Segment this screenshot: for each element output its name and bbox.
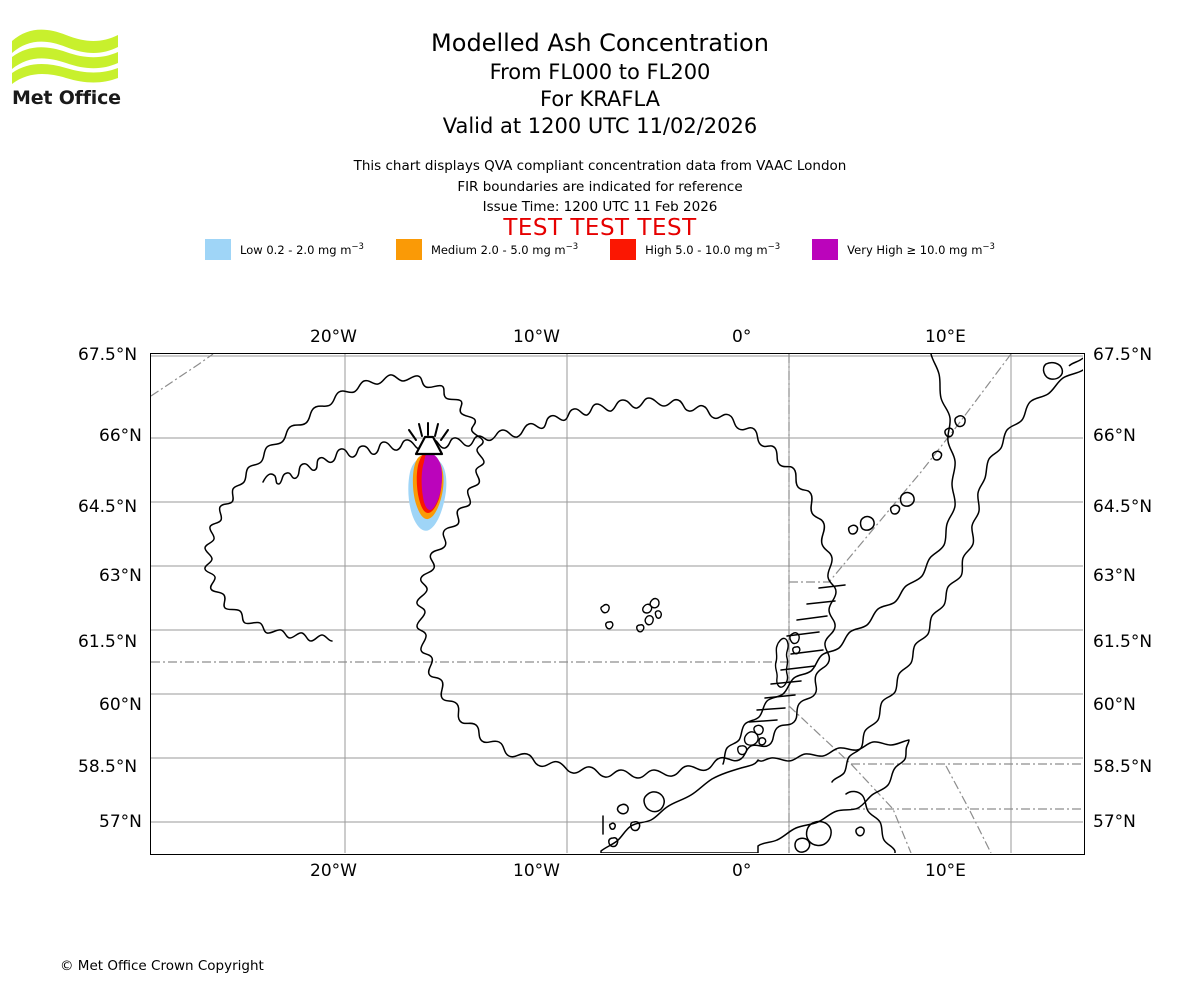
- volcano-cone: [414, 435, 444, 456]
- ytick-right-1: 58.5°N: [1093, 757, 1153, 777]
- ytick-right-7: 67.5°N: [1093, 345, 1153, 365]
- ytick-left-4: 63°N: [99, 566, 142, 586]
- legend-item-low: Low 0.2 - 2.0 mg m−3: [205, 239, 364, 260]
- test-banner: TEST TEST TEST: [503, 215, 697, 241]
- ytick-left-3: 61.5°N: [78, 632, 138, 652]
- ytick-left-1: 58.5°N: [78, 757, 138, 777]
- xtick-top-3: 10°E: [925, 327, 966, 347]
- ytick-right-5: 64.5°N: [1093, 497, 1153, 517]
- coastline-scandinavia: [722, 354, 1083, 853]
- ytick-right-6: 66°N: [1093, 426, 1136, 446]
- legend-label-very-high: Very High ≥ 10.0 mg m−3: [847, 242, 995, 257]
- xtick-bot-2: 0°: [732, 861, 752, 881]
- met-office-waves-icon: [12, 29, 118, 84]
- ytick-left-0: 57°N: [99, 812, 142, 832]
- coastline-northeast-corner: [1068, 357, 1083, 367]
- title-valid-time: Valid at 1200 UTC 11/02/2026: [442, 114, 758, 138]
- xtick-top-2: 0°: [732, 327, 752, 347]
- concentration-legend: Low 0.2 - 2.0 mg m−3 Medium 2.0 - 5.0 mg…: [0, 239, 1200, 260]
- legend-item-medium: Medium 2.0 - 5.0 mg m−3: [395, 239, 579, 260]
- legend-swatch-low: [205, 239, 232, 260]
- map-plot-area: [150, 353, 1085, 855]
- subtitle-issue-time: Issue Time: 1200 UTC 11 Feb 2026: [482, 199, 718, 215]
- map-gridlines: [151, 354, 1083, 853]
- ytick-right-0: 57°N: [1093, 812, 1136, 832]
- coastline-iceland: [204, 374, 837, 779]
- title-flight-levels: From FL000 to FL200: [489, 60, 711, 84]
- coastline-britain: [600, 739, 910, 853]
- map-canvas[interactable]: [150, 353, 1085, 855]
- copyright-footer: © Met Office Crown Copyright: [60, 958, 264, 974]
- page-title: Modelled Ash Concentration: [431, 29, 769, 57]
- coastline-shetland: [774, 632, 801, 688]
- subtitle-qva-note: This chart displays QVA compliant concen…: [353, 158, 847, 174]
- map-svg: [151, 354, 1083, 853]
- legend-swatch-medium: [395, 239, 422, 260]
- xtick-bot-3: 10°E: [925, 861, 966, 881]
- ytick-left-5: 64.5°N: [78, 497, 138, 517]
- ash-plume: [408, 453, 447, 531]
- chart-title-block: Modelled Ash Concentration From FL000 to…: [0, 28, 1200, 140]
- ytick-right-2: 60°N: [1093, 695, 1136, 715]
- plume-contour-very-high: [421, 453, 443, 510]
- subtitle-fir-note: FIR boundaries are indicated for referen…: [457, 178, 743, 195]
- xtick-bot-0: 20°W: [310, 861, 357, 881]
- coastline-misc-islands: [600, 603, 614, 630]
- ytick-left-6: 66°N: [99, 426, 142, 446]
- xtick-top-1: 10°W: [513, 327, 560, 347]
- legend-item-very-high: Very High ≥ 10.0 mg m−3: [812, 239, 995, 260]
- ytick-right-3: 61.5°N: [1093, 632, 1153, 652]
- legend-swatch-very-high: [812, 239, 839, 260]
- met-office-logo: Met Office: [10, 25, 130, 115]
- legend-item-high: High 5.0 - 10.0 mg m−3: [610, 239, 780, 260]
- coastline-orkney: [737, 724, 767, 756]
- legend-label-medium: Medium 2.0 - 5.0 mg m−3: [430, 242, 579, 257]
- ytick-left-2: 60°N: [99, 695, 142, 715]
- coastline-faroe: [636, 597, 662, 633]
- fir-boundaries: [151, 354, 1083, 853]
- subtitle-block: This chart displays QVA compliant concen…: [0, 156, 1200, 218]
- legend-swatch-high: [610, 239, 637, 260]
- xtick-bot-1: 10°W: [513, 861, 560, 881]
- title-volcano: For KRAFLA: [540, 87, 660, 111]
- legend-label-high: High 5.0 - 10.0 mg m−3: [645, 242, 781, 257]
- ytick-left-7: 67.5°N: [78, 345, 138, 365]
- volcano-marker-krafla[interactable]: [408, 422, 449, 456]
- xtick-top-0: 20°W: [310, 327, 357, 347]
- ytick-right-4: 63°N: [1093, 566, 1136, 586]
- legend-label-low: Low 0.2 - 2.0 mg m−3: [240, 242, 364, 257]
- logo-brand-text: Met Office: [12, 87, 121, 109]
